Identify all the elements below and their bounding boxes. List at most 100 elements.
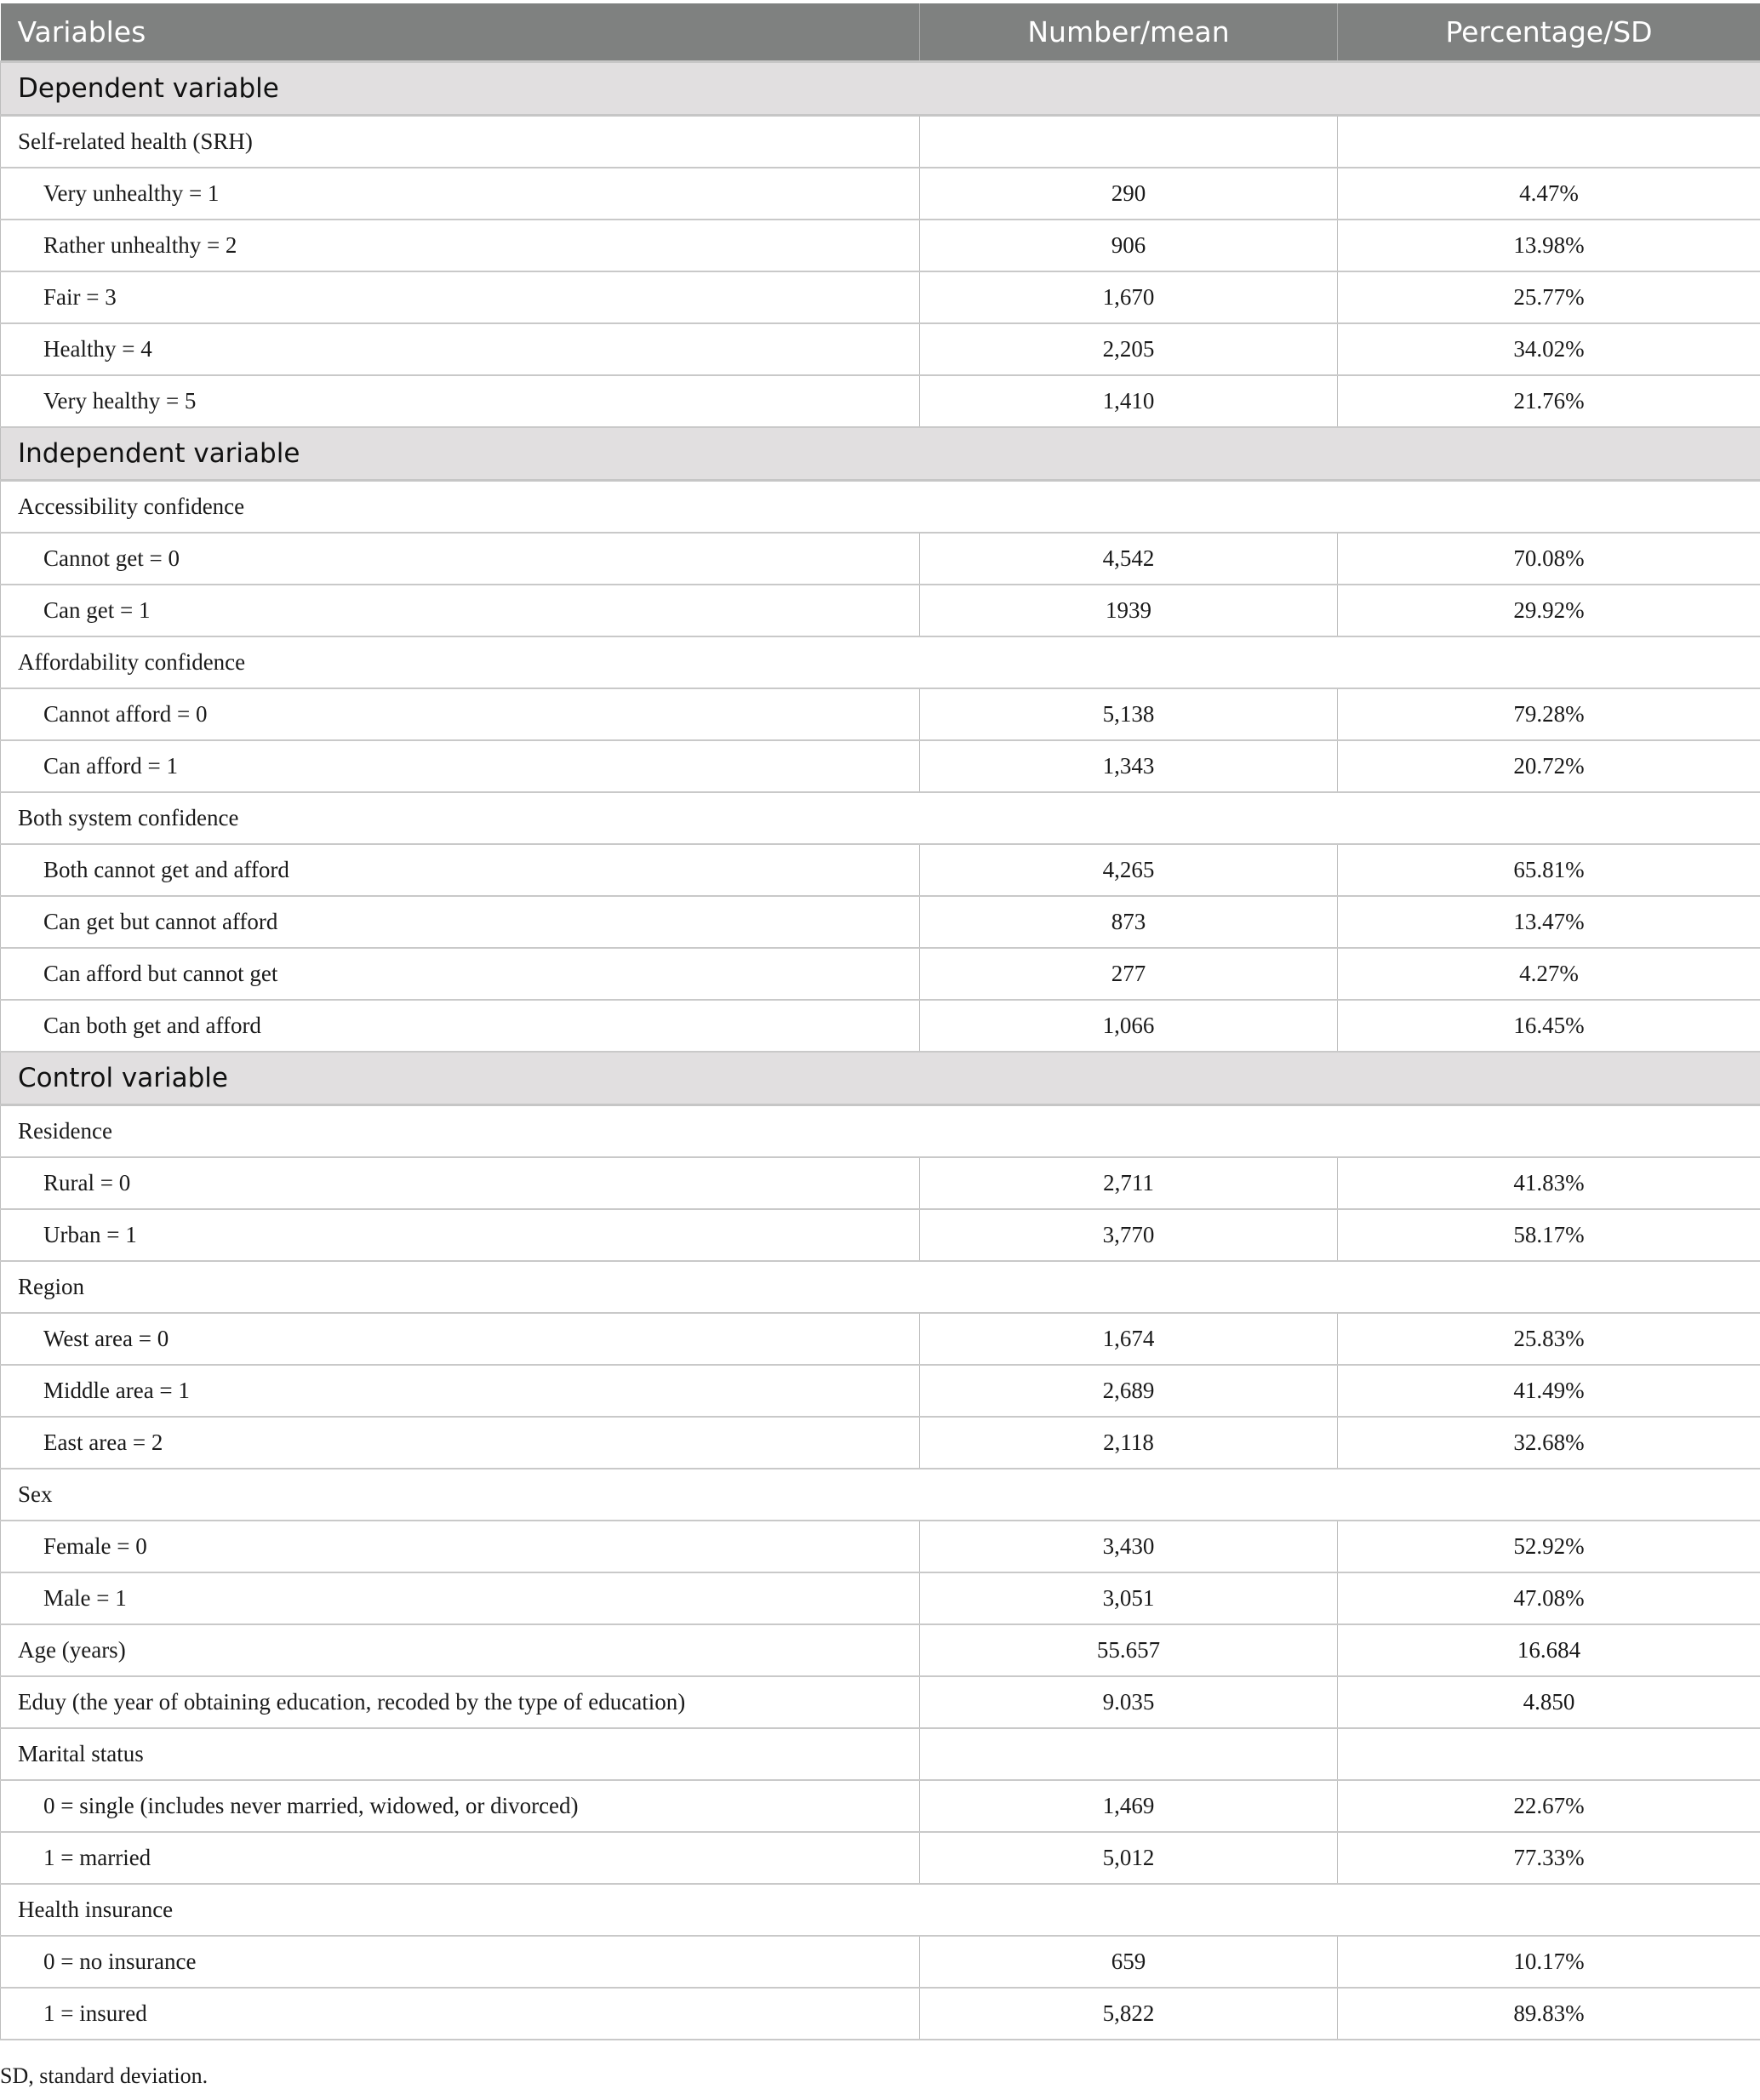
percentage-cell: 41.49% [1337, 1365, 1760, 1418]
percentage-cell: 58.17% [1337, 1209, 1760, 1262]
table-row: 0 = no insurance 659 10.17% [0, 1936, 1760, 1989]
group-row: Affordability confidence [0, 636, 1760, 689]
variable-label: Very unhealthy = 1 [0, 168, 920, 220]
number-cell: 4,542 [919, 533, 1338, 585]
table-row: Middle area = 1 2,689 41.49% [0, 1365, 1760, 1418]
table-row: Fair = 3 1,670 25.77% [0, 271, 1760, 324]
number-cell: 1,674 [919, 1313, 1338, 1366]
percentage-cell: 4.27% [1337, 948, 1760, 1001]
percentage-cell: 79.28% [1337, 688, 1760, 741]
variable-label: Can afford but cannot get [0, 948, 920, 1001]
header-number-mean: Number/mean [919, 3, 1338, 63]
number-cell: 55.657 [919, 1624, 1338, 1677]
group-label: Health insurance [0, 1884, 1760, 1937]
percentage-cell: 29.92% [1337, 585, 1760, 637]
section-label: Independent variable [0, 427, 1760, 482]
percentage-cell: 16.45% [1337, 1000, 1760, 1053]
group-row: Marital status [0, 1728, 1760, 1781]
table-row: Can get but cannot afford 873 13.47% [0, 896, 1760, 949]
variable-label: Urban = 1 [0, 1209, 920, 1262]
number-cell: 9.035 [919, 1676, 1338, 1729]
number-cell: 5,138 [919, 688, 1338, 741]
number-cell: 1,066 [919, 1000, 1338, 1053]
variable-label: Female = 0 [0, 1521, 920, 1573]
number-cell: 5,012 [919, 1832, 1338, 1885]
number-cell: 1,343 [919, 740, 1338, 793]
group-row: Sex [0, 1469, 1760, 1521]
header-row: Variables Number/mean Percentage/SD [0, 3, 1760, 63]
number-cell: 1,469 [919, 1780, 1338, 1833]
section-row: Control variable [0, 1052, 1760, 1106]
variable-label: Can afford = 1 [0, 740, 920, 793]
variable-label: Very healthy = 5 [0, 375, 920, 428]
percentage-cell: 89.83% [1337, 1988, 1760, 2040]
descriptive-statistics-table: Variables Number/mean Percentage/SD Depe… [0, 3, 1760, 2040]
variable-label: Can get = 1 [0, 585, 920, 637]
number-cell: 290 [919, 168, 1338, 220]
table-row: Female = 0 3,430 52.92% [0, 1521, 1760, 1573]
table-row: Healthy = 4 2,205 34.02% [0, 323, 1760, 376]
number-cell: 2,711 [919, 1157, 1338, 1210]
group-row: Residence [0, 1104, 1760, 1158]
variable-label: Male = 1 [0, 1572, 920, 1625]
percentage-cell: 52.92% [1337, 1521, 1760, 1573]
group-label: Accessibility confidence [0, 480, 1760, 534]
number-cell: 3,051 [919, 1572, 1338, 1625]
number-cell: 906 [919, 220, 1338, 272]
table-row: Age (years) 55.657 16.684 [0, 1624, 1760, 1677]
variable-label: Middle area = 1 [0, 1365, 920, 1418]
percentage-cell: 32.68% [1337, 1417, 1760, 1469]
percentage-cell: 21.76% [1337, 375, 1760, 428]
variable-label: 0 = single (includes never married, wido… [0, 1780, 920, 1833]
variable-label: Cannot get = 0 [0, 533, 920, 585]
group-label: Sex [0, 1469, 1760, 1521]
number-cell [919, 115, 1338, 168]
group-row: Both system confidence [0, 792, 1760, 845]
table-row: 0 = single (includes never married, wido… [0, 1780, 1760, 1833]
number-cell: 3,770 [919, 1209, 1338, 1262]
table-row: 1 = married 5,012 77.33% [0, 1832, 1760, 1885]
group-label: Marital status [0, 1728, 920, 1781]
percentage-cell: 13.47% [1337, 896, 1760, 949]
footnote: SD, standard deviation. [0, 2063, 209, 2088]
percentage-cell: 22.67% [1337, 1780, 1760, 1833]
percentage-cell: 47.08% [1337, 1572, 1760, 1625]
percentage-cell: 4.850 [1337, 1676, 1760, 1729]
table-row: Very unhealthy = 1 290 4.47% [0, 168, 1760, 220]
variable-label: Rather unhealthy = 2 [0, 220, 920, 272]
percentage-cell [1337, 1728, 1760, 1781]
number-cell: 4,265 [919, 844, 1338, 897]
variable-label: Age (years) [0, 1624, 920, 1677]
percentage-cell: 65.81% [1337, 844, 1760, 897]
number-cell: 3,430 [919, 1521, 1338, 1573]
table-row: Cannot afford = 0 5,138 79.28% [0, 688, 1760, 741]
percentage-cell: 13.98% [1337, 220, 1760, 272]
variable-label: Healthy = 4 [0, 323, 920, 376]
number-cell: 1939 [919, 585, 1338, 637]
number-cell: 659 [919, 1936, 1338, 1989]
percentage-cell: 10.17% [1337, 1936, 1760, 1989]
variable-label: Both cannot get and afford [0, 844, 920, 897]
variable-label: West area = 0 [0, 1313, 920, 1366]
header-percentage-sd: Percentage/SD [1337, 3, 1760, 63]
group-label: Self-related health (SRH) [0, 115, 920, 168]
number-cell: 2,118 [919, 1417, 1338, 1469]
variable-label: Fair = 3 [0, 271, 920, 324]
header-variables: Variables [0, 3, 920, 63]
table-row: Eduy (the year of obtaining education, r… [0, 1676, 1760, 1729]
variable-label: 1 = married [0, 1832, 920, 1885]
table-row: Rural = 0 2,711 41.83% [0, 1157, 1760, 1210]
group-row: Self-related health (SRH) [0, 115, 1760, 168]
percentage-cell: 25.83% [1337, 1313, 1760, 1366]
table-row: Can both get and afford 1,066 16.45% [0, 1000, 1760, 1053]
table-row: East area = 2 2,118 32.68% [0, 1417, 1760, 1469]
percentage-cell: 34.02% [1337, 323, 1760, 376]
variable-label: Eduy (the year of obtaining education, r… [0, 1676, 920, 1729]
table-row: Urban = 1 3,770 58.17% [0, 1209, 1760, 1262]
table-row: Very healthy = 5 1,410 21.76% [0, 375, 1760, 428]
section-row: Dependent variable [0, 61, 1760, 117]
percentage-cell: 41.83% [1337, 1157, 1760, 1210]
group-row: Region [0, 1261, 1760, 1314]
variable-label: Rural = 0 [0, 1157, 920, 1210]
table-row: Cannot get = 0 4,542 70.08% [0, 533, 1760, 585]
